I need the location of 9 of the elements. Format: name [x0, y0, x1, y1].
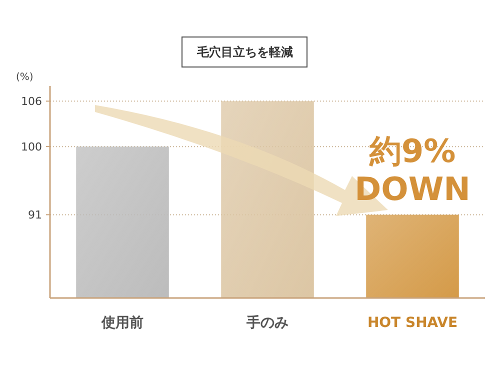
y-tick-label: 100	[21, 140, 42, 154]
y-tick-label: 91	[28, 208, 42, 222]
chart-title: 毛穴目立ちを軽減	[196, 45, 293, 59]
annotation: 約9% DOWN	[354, 132, 470, 208]
x-tick-label: 使用前	[100, 315, 144, 331]
y-tick-label: 106	[21, 95, 42, 108]
x-tick-label: HOT SHAVE	[367, 315, 458, 331]
x-tick-label: 手のみ	[246, 314, 288, 331]
y-axis-title: (%)	[16, 72, 34, 83]
